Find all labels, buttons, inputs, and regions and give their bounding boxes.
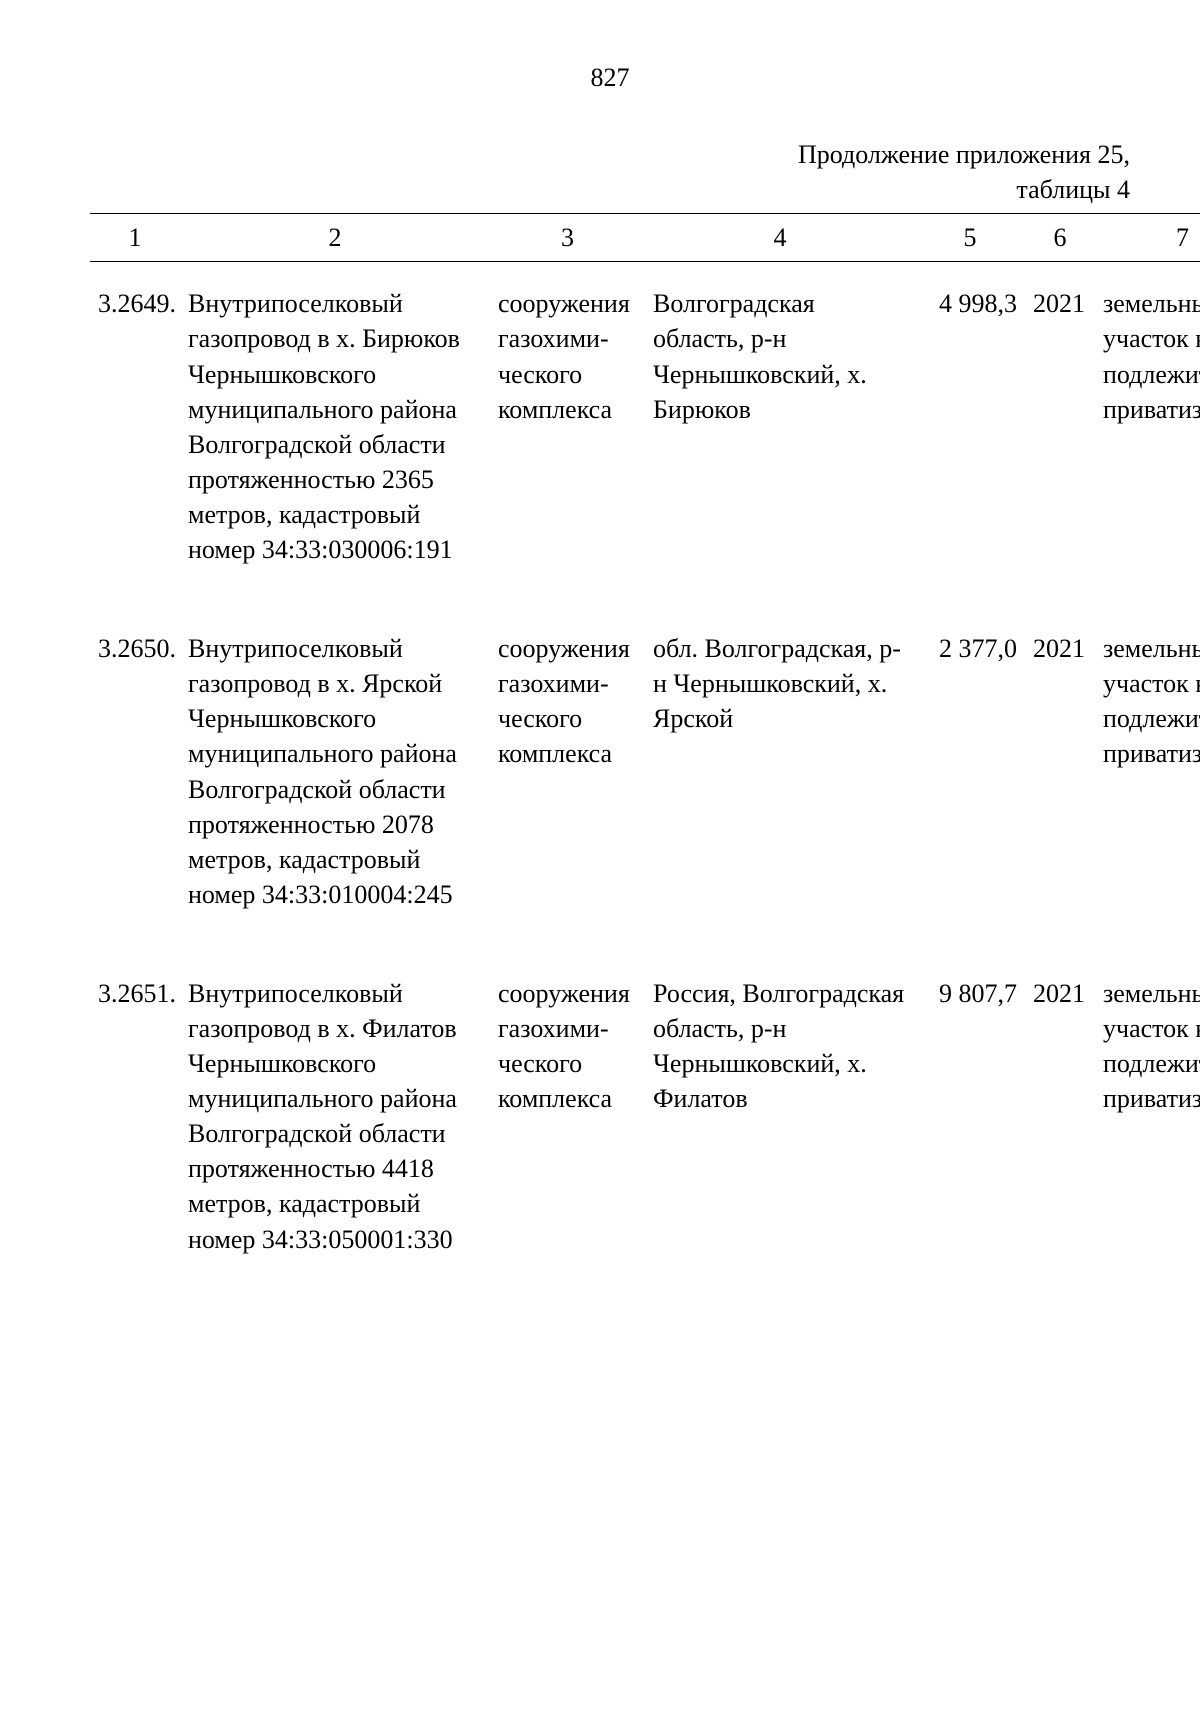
cell-note: земельный участок не подлежит приватизац… [1095,262,1200,607]
cell-address: обл. Волгоградская, р-н Чернышковский, х… [645,607,915,952]
cell-description: Внутрипоселковый газопровод в х. Филатов… [180,952,490,1297]
cell-year: 2021 [1025,952,1095,1297]
header-cell-1: 1 [90,214,180,262]
cell-type: сооружения газохими-ческого комплекса [490,952,645,1297]
document-page: 827 Продолжение приложения 25, таблицы 4… [0,0,1200,1714]
header-cell-2: 2 [180,214,490,262]
cell-description: Внутрипоселковый газопровод в х. Бирюков… [180,262,490,607]
table-header-row: 1 2 3 4 5 6 7 [90,214,1200,262]
cell-address: Россия, Волгоградская область, р-н Черны… [645,952,915,1297]
cell-year: 2021 [1025,262,1095,607]
table-row: 3.2649. Внутрипоселковый газопровод в х.… [90,262,1200,607]
header-cell-5: 5 [915,214,1025,262]
table-row: 3.2650. Внутрипоселковый газопровод в х.… [90,607,1200,952]
cell-note: земельный участок не подлежит приватизац… [1095,607,1200,952]
page-number: 827 [90,60,1130,95]
cell-value: 9 807,7 [915,952,1025,1297]
continuation-line-1: Продолжение приложения 25, [798,140,1130,169]
cell-id: 3.2650. [90,607,180,952]
continuation-line-2: таблицы 4 [1016,175,1130,204]
cell-value: 2 377,0 [915,607,1025,952]
table-row: 3.2651. Внутрипоселковый газопровод в х.… [90,952,1200,1297]
data-table: 1 2 3 4 5 6 7 3.2649. Внутрипоселковый г… [90,213,1200,1296]
header-cell-7: 7 [1095,214,1200,262]
cell-id: 3.2651. [90,952,180,1297]
cell-id: 3.2649. [90,262,180,607]
continuation-note: Продолжение приложения 25, таблицы 4 [90,137,1130,207]
cell-description: Внутрипоселковый газопровод в х. Ярской … [180,607,490,952]
cell-year: 2021 [1025,607,1095,952]
cell-type: сооружения газохими-ческого комплекса [490,607,645,952]
header-cell-4: 4 [645,214,915,262]
cell-type: сооружения газохими-ческого комплекса [490,262,645,607]
cell-address: Волгоградская область, р-н Чернышковский… [645,262,915,607]
header-cell-6: 6 [1025,214,1095,262]
cell-note: земельный участок не подлежит приватизац… [1095,952,1200,1297]
cell-value: 4 998,3 [915,262,1025,607]
header-cell-3: 3 [490,214,645,262]
